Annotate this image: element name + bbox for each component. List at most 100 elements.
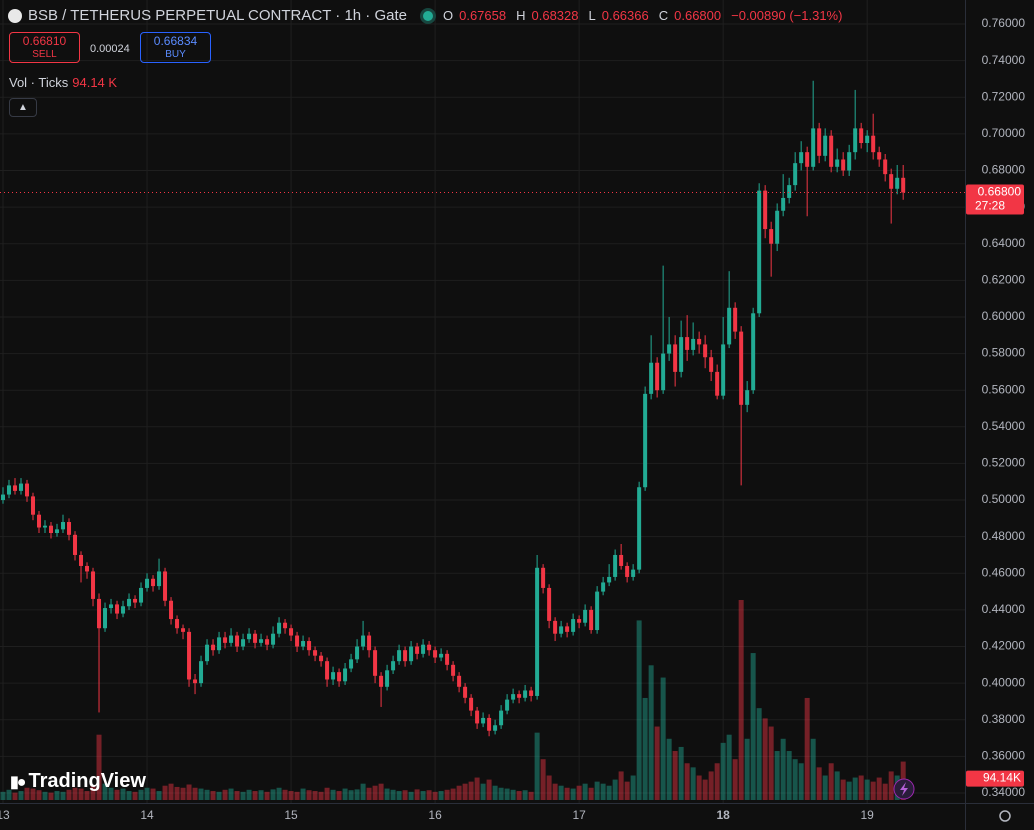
candle-body [793, 163, 798, 186]
candle-body [193, 679, 198, 684]
candle-body [565, 626, 570, 632]
volume-bar [594, 781, 600, 800]
volume-bar [690, 767, 696, 800]
volume-bar [72, 787, 78, 800]
brand-logo: ▮● [10, 773, 27, 791]
candle-body [469, 697, 474, 711]
brand-name: TradingView [28, 770, 146, 792]
y-tick-label: 0.62000 [982, 273, 1026, 287]
candle-body [517, 694, 522, 698]
volume-legend-value: 94.14 K [72, 75, 118, 90]
volume-bar [162, 785, 168, 800]
y-tick-label: 0.42000 [982, 639, 1026, 653]
volume-bar [414, 789, 420, 800]
change: −0.00890 (−1.31%) [731, 8, 843, 23]
candle-body [19, 483, 24, 491]
volume-bar [456, 785, 462, 800]
y-tick-label: 0.74000 [982, 53, 1026, 67]
collapse-button[interactable]: ▲ [9, 98, 37, 117]
candle-body [577, 619, 582, 623]
candle-body [355, 646, 360, 660]
volume-bar [114, 789, 120, 800]
volume-bar [708, 771, 714, 800]
candle-body [445, 653, 450, 665]
volume-bar [18, 791, 24, 800]
candle-body [643, 393, 648, 488]
candle-body [139, 587, 144, 603]
candle-body [211, 644, 216, 651]
candle-body [133, 598, 138, 603]
volume-bar [522, 790, 528, 800]
volume-bar [666, 738, 672, 800]
volume-bar [246, 789, 252, 800]
candle-body [781, 197, 786, 211]
volume-bar [144, 787, 150, 800]
symbol-title: BSB / TETHERUS PERPETUAL CONTRACT · 1h ·… [28, 7, 407, 24]
y-tick-label: 0.72000 [982, 89, 1026, 103]
y-tick-label: 0.50000 [982, 492, 1026, 506]
candle-body [451, 664, 456, 676]
volume-bar [174, 786, 180, 800]
candles [1, 80, 906, 737]
y-tick-label: 0.56000 [982, 382, 1026, 396]
candle-body [709, 357, 714, 372]
l-value: 0.66366 [601, 8, 649, 23]
y-tick-label: 0.48000 [982, 529, 1026, 543]
countdown: 27:28 [975, 199, 1005, 213]
candle-body [799, 152, 804, 164]
volume-bar [846, 781, 852, 800]
volume-bar [210, 791, 216, 800]
volume-bar [138, 789, 144, 800]
candle-body [487, 717, 492, 731]
volume-bar [516, 791, 522, 800]
candle-body [769, 229, 774, 244]
volume-bar [42, 791, 48, 800]
candle-body [547, 587, 552, 621]
volume-bar [804, 697, 810, 800]
market-status [422, 10, 433, 21]
x-tick-label: 15 [284, 808, 298, 822]
volume-tag-label: 94.14K [983, 771, 1021, 785]
volume-bar [252, 791, 258, 800]
volume-bar [216, 791, 222, 800]
y-tick-label: 0.76000 [982, 16, 1026, 30]
volume-bar [858, 775, 864, 800]
y-tick-label: 0.64000 [982, 236, 1026, 250]
volume-bar [786, 751, 792, 800]
volume-bar [864, 779, 870, 800]
volume-bar [570, 788, 576, 800]
volume-bar [738, 600, 744, 800]
x-tick-label: 19 [861, 808, 875, 822]
candle-body [559, 626, 564, 634]
candle-body [583, 609, 588, 623]
volume-bar [810, 738, 816, 800]
candle-body [301, 641, 306, 647]
volume-bar [96, 734, 102, 800]
volume-bar [306, 790, 312, 800]
candle-body [553, 620, 558, 634]
candle-body [43, 525, 48, 528]
volume-bar [696, 775, 702, 800]
candle-body [397, 650, 402, 662]
buy-button[interactable]: 0.66834 BUY [140, 32, 211, 63]
volume-bar [102, 783, 108, 800]
volume-bar [330, 789, 336, 800]
settings-icon[interactable] [999, 810, 1011, 822]
volume-bar [78, 788, 84, 800]
o-label: O [442, 8, 454, 23]
candle-body [415, 646, 420, 654]
volume-bar [600, 783, 606, 800]
candle-body [625, 565, 630, 577]
volume-bar [684, 763, 690, 800]
candle-body [169, 600, 174, 620]
volume-bar [126, 791, 132, 800]
candle-body [847, 152, 852, 171]
candle-body [673, 344, 678, 372]
candle-body [823, 135, 828, 156]
candle-body [505, 699, 510, 711]
sell-button[interactable]: 0.66810 SELL [9, 32, 80, 63]
candle-body [1, 494, 6, 501]
volume-bar [492, 785, 498, 800]
